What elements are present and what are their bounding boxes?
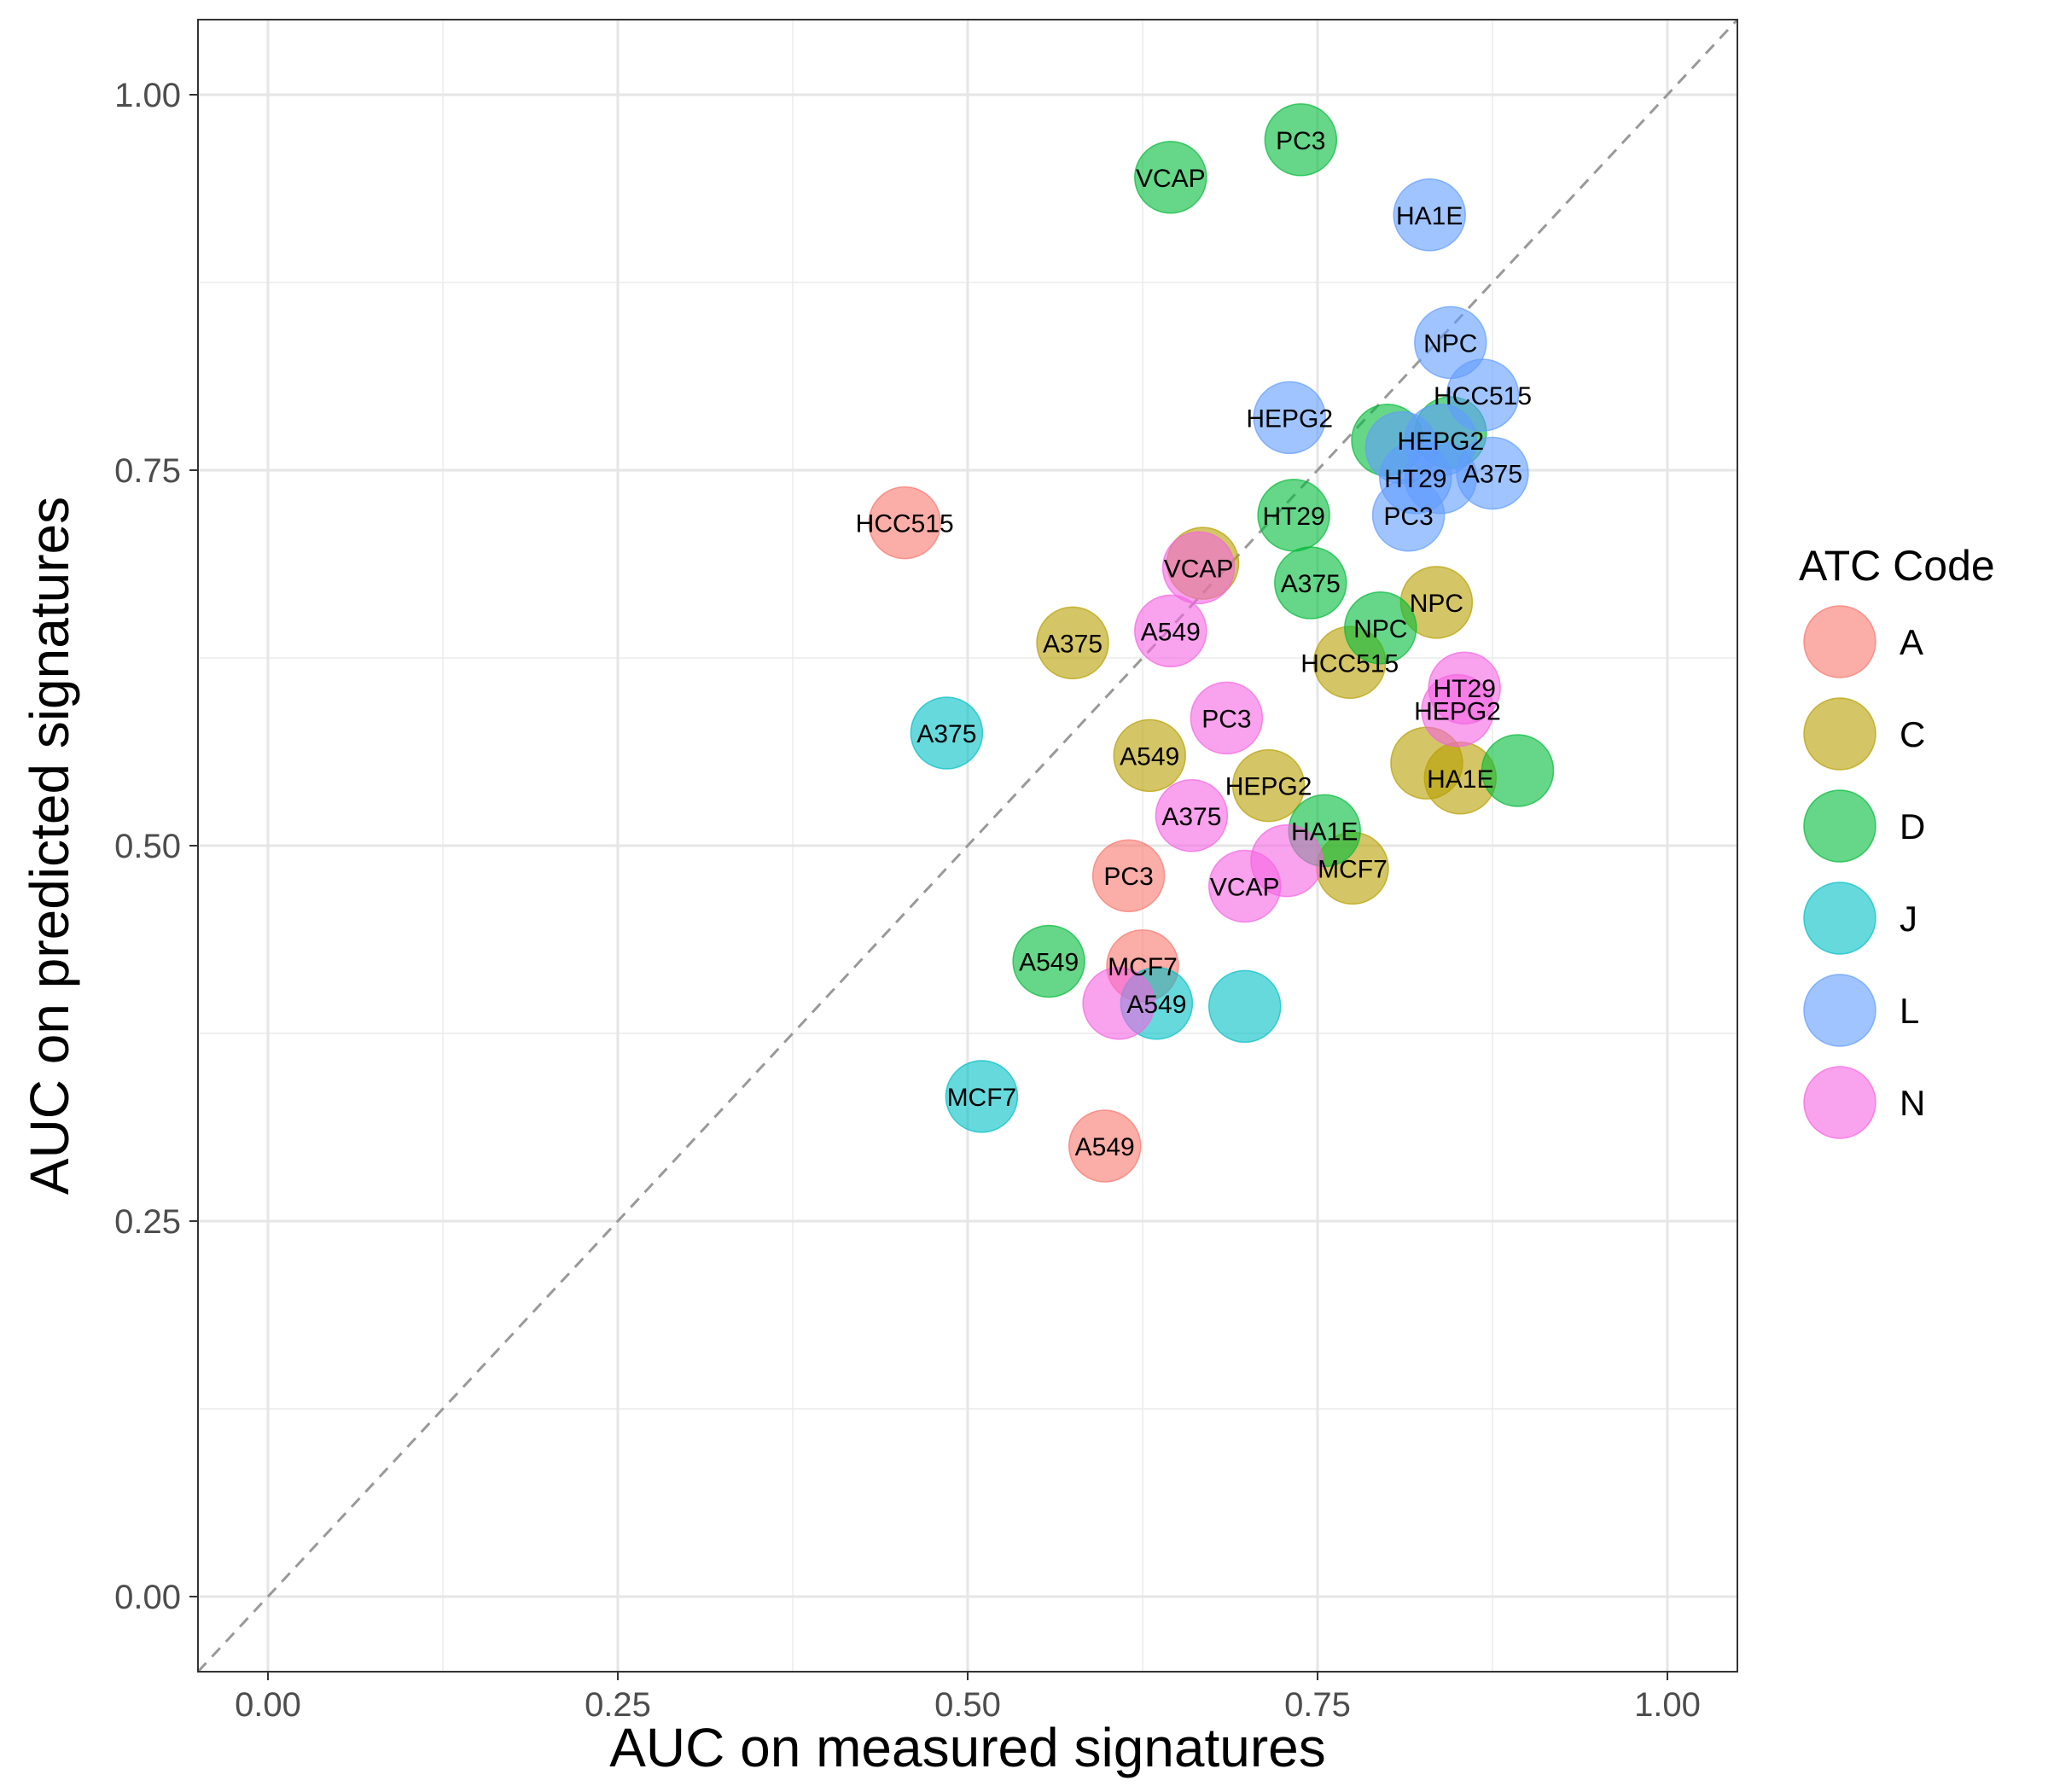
data-point-N [1421, 673, 1494, 748]
point-label: VCAP [1136, 165, 1206, 193]
point-label: NPC [1423, 329, 1477, 358]
points-layer [868, 103, 1555, 1183]
legend-label-D: D [1900, 806, 1925, 847]
legend-key-C [1803, 697, 1876, 771]
x-ticks: 0.00 0.25 0.50 0.75 1.00 [235, 1672, 1701, 1724]
data-point-N [1161, 531, 1236, 605]
data-point-A [1068, 1109, 1142, 1183]
data-point-L [1456, 436, 1529, 510]
point-label: A375 [1463, 461, 1522, 489]
data-point-D [1012, 924, 1085, 998]
data-point-J [1207, 969, 1282, 1044]
x-tick-label: 0.50 [934, 1686, 1001, 1724]
data-point-N [1250, 823, 1324, 898]
legend-key-L [1803, 974, 1876, 1047]
identity-line [196, 18, 1739, 1673]
point-label: HCC515 [856, 510, 954, 538]
point-label: A375 [1281, 570, 1341, 598]
point-label: PC3 [1383, 503, 1433, 531]
point-label: MCF7 [1318, 855, 1388, 883]
point-label: HT29 [1384, 465, 1446, 493]
y-tick-label: 0.50 [114, 828, 181, 865]
point-label: MCF7 [947, 1084, 1017, 1112]
data-point-N [1082, 967, 1155, 1040]
data-point-D [1274, 546, 1347, 620]
point-label: HT29 [1262, 503, 1324, 531]
legend-label-C: C [1900, 714, 1925, 754]
data-point-C [1113, 719, 1186, 793]
point-label: HA1E [1396, 202, 1463, 230]
point-label: PC3 [1201, 705, 1251, 733]
point-label: A549 [1120, 742, 1179, 771]
point-label: HT29 [1434, 675, 1496, 703]
data-point-D [1344, 591, 1417, 665]
data-point-N [1190, 681, 1264, 755]
legend-key-D [1803, 789, 1876, 863]
legend-label-N: N [1900, 1083, 1925, 1123]
x-tick-label: 1.00 [1634, 1686, 1701, 1724]
data-point-C [1036, 606, 1109, 680]
point-label: HCC515 [1300, 649, 1399, 678]
y-tick-label: 1.00 [114, 77, 181, 114]
legend-title: ATC Code [1799, 542, 1995, 590]
legend: ATC Code A C D J L N [1799, 542, 1995, 1139]
legend-key-J [1803, 881, 1876, 955]
data-point-D [1264, 103, 1338, 177]
point-label: VCAP [1210, 874, 1280, 902]
point-label: A375 [1043, 630, 1103, 658]
point-label: VCAP [1164, 555, 1234, 583]
y-tick-label: 0.75 [114, 452, 181, 490]
point-label: A549 [1141, 618, 1201, 646]
data-point-D [1481, 734, 1555, 807]
point-label: A549 [1075, 1133, 1135, 1161]
legend-key-N [1803, 1066, 1876, 1139]
data-point-A [1091, 839, 1166, 912]
point-label: HCC515 [1434, 382, 1532, 410]
data-point-C [1231, 748, 1306, 823]
point-label: HEPG2 [1225, 773, 1312, 801]
point-label: A375 [1161, 803, 1221, 831]
data-point-N [1155, 779, 1229, 852]
point-label: HEPG2 [1397, 428, 1484, 456]
point-label: A549 [1126, 991, 1186, 1019]
legend-key-A [1803, 605, 1876, 678]
x-tick-label: 0.00 [235, 1686, 301, 1724]
data-point-A [868, 486, 941, 560]
point-label: A549 [1019, 949, 1079, 977]
legend-label-A: A [1900, 622, 1923, 662]
point-label: PC3 [1276, 127, 1325, 155]
data-point-J [910, 696, 984, 770]
point-labels-layer: HCC515 PC3 MCF7 A549 A375 A549 HEPG2 HCC515 MCF7… [856, 127, 1532, 1161]
x-axis-title: AUC on measured signatures [609, 1717, 1326, 1778]
point-label: HEPG2 [1246, 404, 1333, 433]
data-point-L [1393, 178, 1466, 252]
y-ticks: 0.00 0.25 0.50 0.75 1.00 [114, 77, 198, 1616]
point-label: HA1E [1291, 817, 1358, 846]
data-point-D [1134, 141, 1207, 214]
point-label: NPC [1410, 590, 1463, 618]
x-tick-label: 0.25 [585, 1686, 651, 1724]
data-point-N [1134, 594, 1207, 668]
legend-label-J: J [1900, 899, 1917, 939]
point-label: HA1E [1427, 765, 1493, 794]
data-point-L [1371, 479, 1446, 552]
point-label: A375 [916, 720, 976, 748]
legend-label-L: L [1900, 991, 1919, 1031]
data-point-J [945, 1060, 1019, 1133]
point-label: HEPG2 [1414, 698, 1501, 726]
y-axis-title: AUC on predicted signatures [19, 497, 80, 1195]
x-tick-label: 0.75 [1284, 1686, 1351, 1724]
y-tick-label: 0.25 [114, 1203, 181, 1241]
y-tick-label: 0.00 [114, 1579, 181, 1616]
point-label: NPC [1353, 615, 1407, 643]
point-label: PC3 [1103, 863, 1153, 891]
reference-line-layer [196, 18, 1739, 1673]
data-point-L [1253, 381, 1326, 455]
point-label: MCF7 [1108, 953, 1178, 981]
